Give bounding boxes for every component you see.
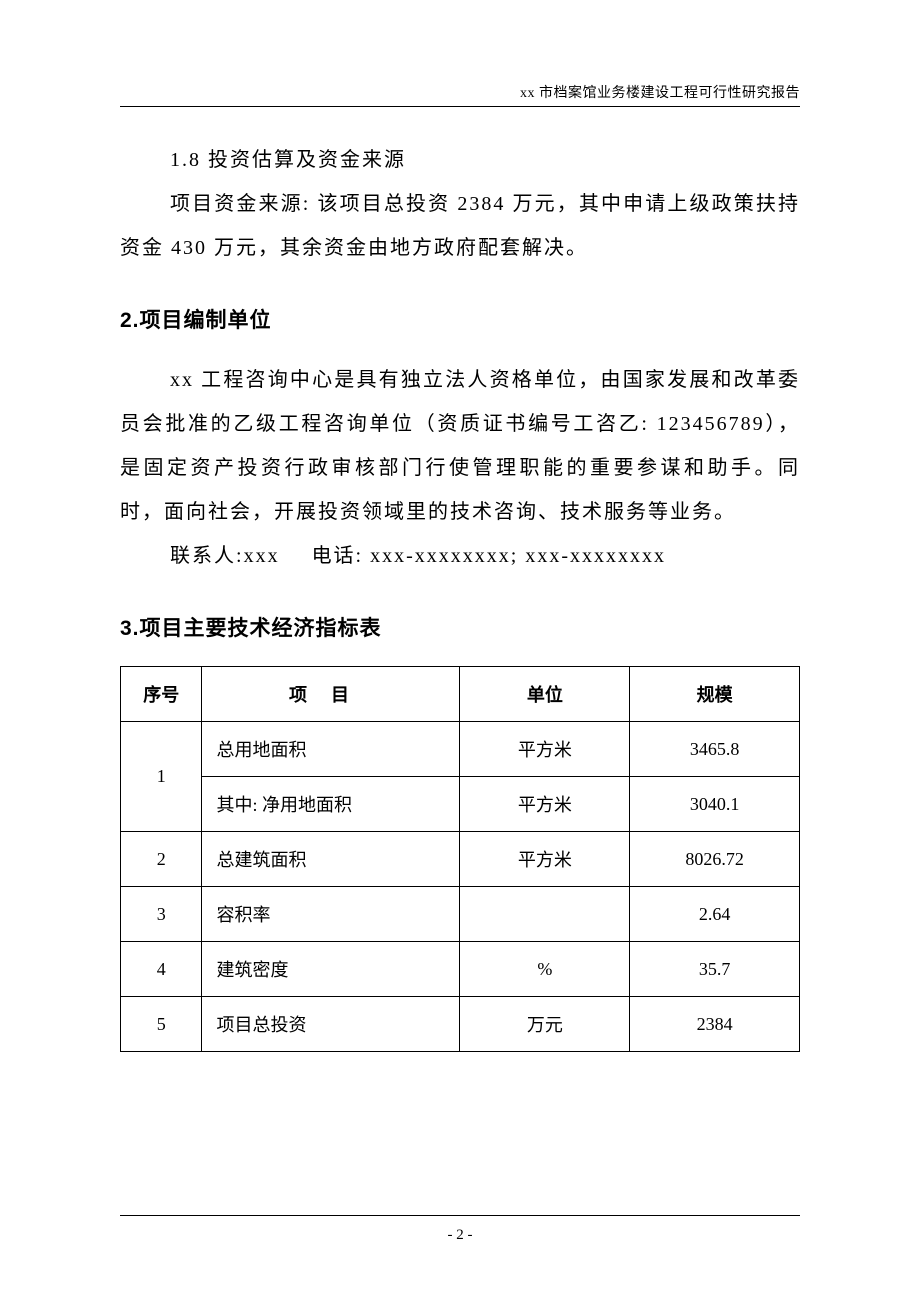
cell-seq: 1 xyxy=(121,722,202,832)
cell-item: 建筑密度 xyxy=(202,942,460,997)
contact-name: xxx xyxy=(244,545,280,567)
section-1-8-para: 项目资金来源: 该项目总投资 2384 万元，其中申请上级政策扶持资金 430 … xyxy=(120,182,800,270)
header-rule xyxy=(120,106,800,107)
cell-item: 总建筑面积 xyxy=(202,832,460,887)
indicators-table: 序号 项目 单位 规模 1 总用地面积 平方米 3465.8 其中: 净用地面积… xyxy=(120,666,800,1052)
table-row: 3 容积率 2.64 xyxy=(121,887,800,942)
cell-scale: 2.64 xyxy=(630,887,800,942)
footer-rule xyxy=(120,1215,800,1216)
phone-value: xxx-xxxxxxxx; xxx-xxxxxxxx xyxy=(370,545,666,567)
th-unit: 单位 xyxy=(460,667,630,722)
cell-scale: 8026.72 xyxy=(630,832,800,887)
cell-scale: 3465.8 xyxy=(630,722,800,777)
section-3-heading: 3.项目主要技术经济指标表 xyxy=(120,612,800,642)
table-header-row: 序号 项目 单位 规模 xyxy=(121,667,800,722)
contact-label: 联系人: xyxy=(170,545,244,567)
cell-unit: 平方米 xyxy=(460,832,630,887)
cell-seq: 3 xyxy=(121,887,202,942)
th-seq: 序号 xyxy=(121,667,202,722)
table-row: 1 总用地面积 平方米 3465.8 xyxy=(121,722,800,777)
cell-item: 容积率 xyxy=(202,887,460,942)
cell-unit: % xyxy=(460,942,630,997)
section-2-heading: 2.项目编制单位 xyxy=(120,304,800,334)
cell-item: 其中: 净用地面积 xyxy=(202,777,460,832)
cell-seq: 5 xyxy=(121,997,202,1052)
cell-scale: 35.7 xyxy=(630,942,800,997)
section-1-8-heading: 1.8 投资估算及资金来源 xyxy=(120,138,800,182)
cell-seq: 2 xyxy=(121,832,202,887)
cell-unit: 万元 xyxy=(460,997,630,1052)
phone-label: 电话: xyxy=(312,545,364,567)
cell-scale: 2384 xyxy=(630,997,800,1052)
table-row: 其中: 净用地面积 平方米 3040.1 xyxy=(121,777,800,832)
content-area: 1.8 投资估算及资金来源 项目资金来源: 该项目总投资 2384 万元，其中申… xyxy=(120,138,800,1052)
section-2-para: xx 工程咨询中心是具有独立法人资格单位，由国家发展和改革委员会批准的乙级工程咨… xyxy=(120,358,800,534)
cell-unit: 平方米 xyxy=(460,777,630,832)
cell-item: 总用地面积 xyxy=(202,722,460,777)
table-row: 4 建筑密度 % 35.7 xyxy=(121,942,800,997)
page-number: - 2 - xyxy=(0,1227,920,1244)
th-scale: 规模 xyxy=(630,667,800,722)
cell-seq: 4 xyxy=(121,942,202,997)
table-row: 5 项目总投资 万元 2384 xyxy=(121,997,800,1052)
cell-scale: 3040.1 xyxy=(630,777,800,832)
page-header: xx 市档案馆业务楼建设工程可行性研究报告 xyxy=(520,82,800,102)
cell-unit: 平方米 xyxy=(460,722,630,777)
th-item: 项目 xyxy=(202,667,460,722)
document-page: xx 市档案馆业务楼建设工程可行性研究报告 1.8 投资估算及资金来源 项目资金… xyxy=(0,0,920,1302)
cell-unit xyxy=(460,887,630,942)
table-row: 2 总建筑面积 平方米 8026.72 xyxy=(121,832,800,887)
contact-line: 联系人:xxx 电话: xxx-xxxxxxxx; xxx-xxxxxxxx xyxy=(120,534,800,578)
cell-item: 项目总投资 xyxy=(202,997,460,1052)
